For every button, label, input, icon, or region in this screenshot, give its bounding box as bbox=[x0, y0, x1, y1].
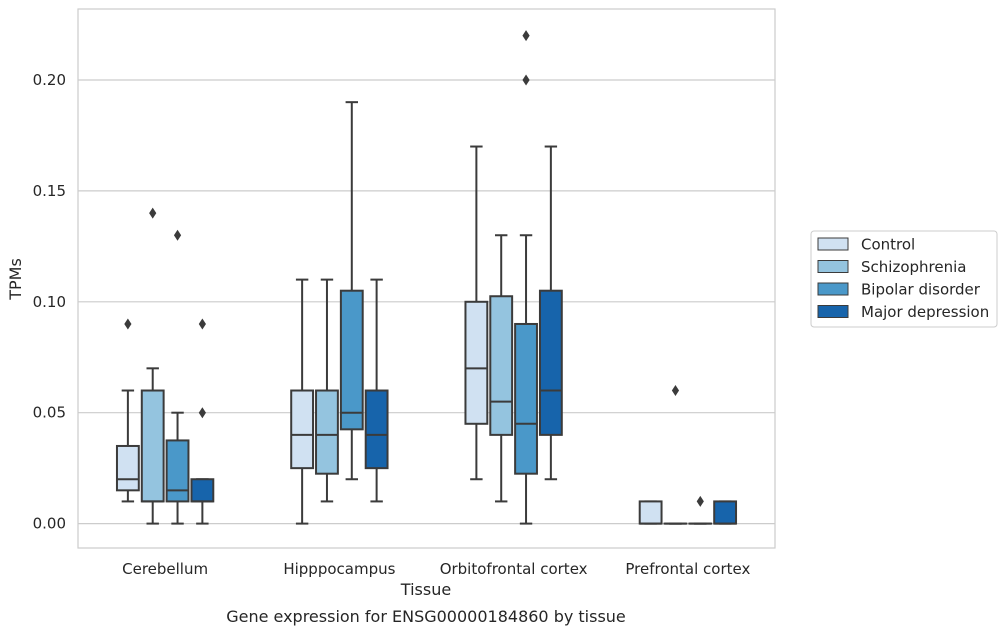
box-group bbox=[341, 102, 363, 479]
box-group bbox=[689, 496, 711, 524]
box bbox=[191, 479, 213, 501]
box-group bbox=[714, 501, 736, 523]
y-tick-label: 0.20 bbox=[33, 71, 66, 89]
legend-label: Bipolar disorder bbox=[861, 281, 981, 299]
x-axis-label: Tissue bbox=[400, 580, 451, 599]
box-group bbox=[490, 235, 512, 501]
x-tick-label: Cerebellum bbox=[122, 560, 208, 578]
outlier-point bbox=[522, 74, 529, 85]
marks-layer bbox=[117, 30, 736, 523]
outlier-point bbox=[522, 30, 529, 41]
outlier-point bbox=[149, 208, 156, 219]
box-group bbox=[665, 385, 687, 524]
x-tick-label: Orbitofrontal cortex bbox=[440, 560, 588, 578]
y-tick-label: 0.00 bbox=[33, 515, 66, 533]
outlier-point bbox=[697, 496, 704, 507]
box-group bbox=[640, 501, 662, 523]
box bbox=[640, 501, 662, 523]
box bbox=[490, 296, 512, 435]
legend-label: Control bbox=[861, 236, 915, 254]
box-group bbox=[167, 230, 189, 524]
box-group bbox=[291, 280, 313, 524]
legend: Control Schizophrenia Bipolar disorder Majo… bbox=[811, 231, 997, 327]
box-group bbox=[465, 147, 487, 480]
legend-swatch bbox=[818, 283, 848, 295]
box-group bbox=[540, 147, 562, 480]
x-tick-label: Hipppocampus bbox=[283, 560, 395, 578]
box-group bbox=[515, 30, 537, 523]
legend-swatch bbox=[818, 261, 848, 273]
chart-caption: Gene expression for ENSG00000184860 by t… bbox=[226, 607, 626, 626]
box bbox=[117, 446, 139, 490]
box-group bbox=[142, 208, 164, 524]
legend-label: Schizophrenia bbox=[861, 258, 966, 276]
outlier-point bbox=[672, 385, 679, 396]
box-group bbox=[316, 280, 338, 502]
x-tick-label: Prefrontal cortex bbox=[625, 560, 750, 578]
box-group bbox=[191, 318, 213, 523]
y-tick-label: 0.05 bbox=[33, 404, 66, 422]
box bbox=[515, 324, 537, 474]
y-axis-label: TPMs bbox=[6, 258, 25, 301]
y-tick-label: 0.15 bbox=[33, 182, 66, 200]
box bbox=[167, 440, 189, 501]
legend-label: Major depression bbox=[861, 303, 989, 321]
box bbox=[366, 391, 388, 469]
y-tick-label: 0.10 bbox=[33, 293, 66, 311]
box-group bbox=[366, 280, 388, 502]
box bbox=[291, 391, 313, 469]
y-tick-labels: 0.00 0.05 0.10 0.15 0.20 bbox=[33, 71, 66, 533]
outlier-point bbox=[174, 230, 181, 241]
box bbox=[142, 391, 164, 502]
box bbox=[341, 291, 363, 430]
outlier-point bbox=[199, 318, 206, 329]
legend-swatch bbox=[818, 306, 848, 318]
box bbox=[540, 291, 562, 435]
outlier-point bbox=[124, 318, 131, 329]
box bbox=[714, 501, 736, 523]
x-tick-labels: Cerebellum Hipppocampus Orbitofrontal cort… bbox=[122, 560, 750, 578]
outlier-point bbox=[199, 407, 206, 418]
box bbox=[465, 302, 487, 424]
legend-swatch bbox=[818, 238, 848, 250]
box bbox=[316, 391, 338, 474]
box-group bbox=[117, 318, 139, 501]
